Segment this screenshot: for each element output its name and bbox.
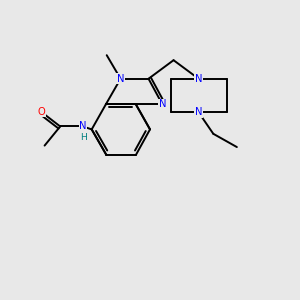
- Text: N: N: [159, 99, 166, 110]
- Text: N: N: [79, 122, 87, 131]
- Text: N: N: [195, 107, 202, 117]
- Text: H: H: [80, 133, 87, 142]
- Text: O: O: [37, 107, 45, 117]
- Text: N: N: [117, 74, 124, 84]
- Text: N: N: [195, 74, 202, 84]
